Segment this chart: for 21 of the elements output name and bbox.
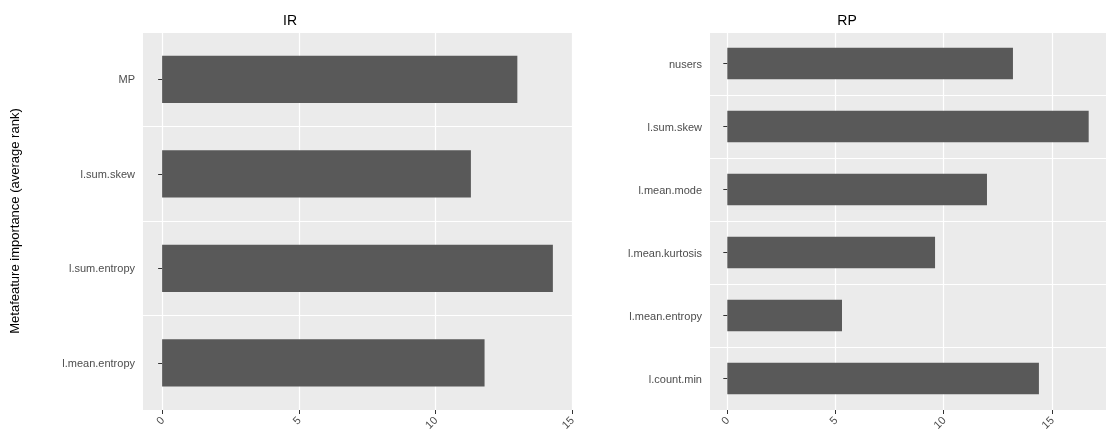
y-tick-label: l.mean.entropy	[62, 356, 136, 369]
x-tick-label: 0	[718, 413, 732, 427]
y-tick-label: l.mean.kurtosis	[628, 246, 703, 259]
chart-title: IR	[283, 12, 297, 28]
x-tick-label: 15	[1039, 413, 1057, 431]
x-tick-label: 15	[559, 413, 577, 431]
x-tick-label: 5	[290, 413, 303, 427]
y-tick-label: l.sum.entropy	[68, 262, 136, 275]
y-tick-label: nusers	[668, 57, 703, 70]
chart-title: RP	[837, 12, 857, 28]
x-tick-label: 5	[826, 413, 840, 427]
y-tick-label: l.sum.skew	[647, 120, 703, 133]
y-tick-label: l.count.min	[648, 372, 702, 385]
y-tick-label: l.mean.entropy	[629, 309, 703, 322]
y-tick-label: MP	[118, 73, 135, 86]
x-tick-label: 0	[153, 413, 167, 427]
x-tick-label: 10	[930, 413, 948, 431]
y-tick-label: l.mean.mode	[638, 183, 702, 196]
x-tick-label: 10	[422, 413, 440, 431]
y-tick-label: l.sum.skew	[80, 167, 136, 180]
y-axis-title: Metafeature importance (average rank)	[7, 108, 22, 334]
